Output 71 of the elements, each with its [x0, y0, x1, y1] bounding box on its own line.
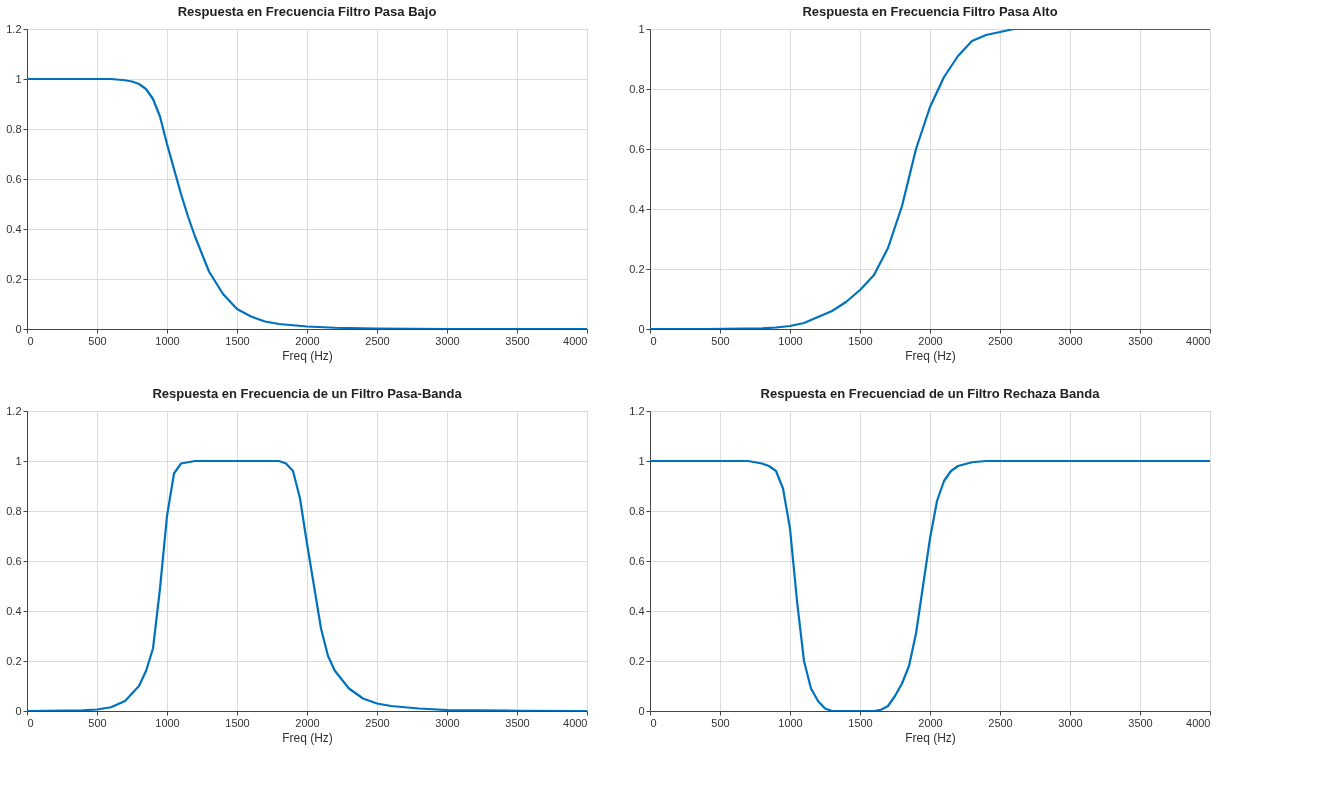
x-tick-label: 4000: [563, 334, 588, 347]
y-tick-label: 0.2: [6, 654, 22, 667]
x-tick-label: 3500: [1128, 716, 1153, 729]
y-tick-label: 0: [638, 704, 645, 717]
y-tick-label: 0.4: [629, 604, 645, 617]
x-tick-label: 3000: [1058, 716, 1083, 729]
x-tick-label: 4000: [1186, 716, 1211, 729]
x-tick-label: 500: [711, 716, 730, 729]
y-tick-label: 0.8: [629, 504, 645, 517]
y-tick-label: 1.2: [6, 404, 22, 417]
y-tick-label: 1.2: [629, 404, 645, 417]
y-tick-label: 0.6: [629, 554, 645, 567]
x-tick-label: 1500: [848, 716, 873, 729]
x-tick-label: 1000: [778, 334, 803, 347]
x-tick-label: 1500: [225, 716, 250, 729]
y-tick-label: 0.6: [6, 172, 22, 185]
y-tick-label: 0: [15, 322, 22, 335]
x-tick-label: 1000: [155, 716, 180, 729]
chart-title: Respuesta en Frecuenciad de un Filtro Rechaza Banda: [760, 386, 1101, 401]
y-tick-label: 1: [15, 454, 22, 467]
y-tick-label: 0.2: [629, 262, 645, 275]
x-tick-label: 2000: [918, 334, 943, 347]
x-axis-title: Freq (Hz): [282, 348, 333, 363]
y-tick-label: 0: [15, 704, 22, 717]
x-axis-title: Freq (Hz): [905, 730, 956, 745]
y-tick-label: 1: [15, 72, 22, 85]
x-tick-label: 1500: [848, 334, 873, 347]
y-tick-label: 0.4: [629, 202, 645, 215]
x-tick-label: 2000: [918, 716, 943, 729]
y-tick-label: 1: [638, 22, 645, 35]
x-tick-label: 3000: [1058, 334, 1083, 347]
y-tick-label: 0.8: [629, 82, 645, 95]
chart-title: Respuesta en Frecuencia Filtro Pasa Alto: [802, 4, 1058, 19]
x-tick-label: 1500: [225, 334, 250, 347]
x-tick-label: 4000: [563, 716, 588, 729]
x-tick-label: 2500: [365, 716, 390, 729]
chart-title: Respuesta en Frecuencia de un Filtro Pasa-Banda: [152, 386, 463, 401]
chart-title: Respuesta en Frecuencia Filtro Pasa Bajo: [177, 4, 437, 19]
y-tick-label: 0: [638, 322, 645, 335]
y-tick-label: 0.4: [6, 222, 22, 235]
y-tick-label: 1: [638, 454, 645, 467]
x-tick-label: 500: [711, 334, 730, 347]
x-tick-label: 2500: [988, 334, 1013, 347]
x-tick-label: 1000: [778, 716, 803, 729]
y-tick-label: 0.6: [629, 142, 645, 155]
x-tick-label: 3500: [505, 716, 530, 729]
x-tick-label: 4000: [1186, 334, 1211, 347]
x-tick-label: 3500: [505, 334, 530, 347]
y-tick-label: 0.2: [629, 654, 645, 667]
x-axis-title: Freq (Hz): [282, 730, 333, 745]
x-tick-label: 2000: [295, 716, 320, 729]
y-tick-label: 0.6: [6, 554, 22, 567]
y-tick-label: 0.8: [6, 504, 22, 517]
y-tick-label: 0.2: [6, 272, 22, 285]
x-tick-label: 2000: [295, 334, 320, 347]
x-tick-label: 2500: [988, 716, 1013, 729]
x-tick-label: 500: [88, 716, 107, 729]
x-tick-label: 500: [88, 334, 107, 347]
y-tick-label: 0.4: [6, 604, 22, 617]
x-tick-label: 3000: [435, 716, 460, 729]
x-tick-label: 3000: [435, 334, 460, 347]
x-tick-label: 0: [650, 334, 657, 347]
y-tick-label: 1.2: [6, 22, 22, 35]
x-tick-label: 3500: [1128, 334, 1153, 347]
x-axis-title: Freq (Hz): [905, 348, 956, 363]
x-tick-label: 1000: [155, 334, 180, 347]
x-tick-label: 0: [27, 334, 34, 347]
x-tick-label: 0: [650, 716, 657, 729]
y-tick-label: 0.8: [6, 122, 22, 135]
x-tick-label: 0: [27, 716, 34, 729]
x-tick-label: 2500: [365, 334, 390, 347]
